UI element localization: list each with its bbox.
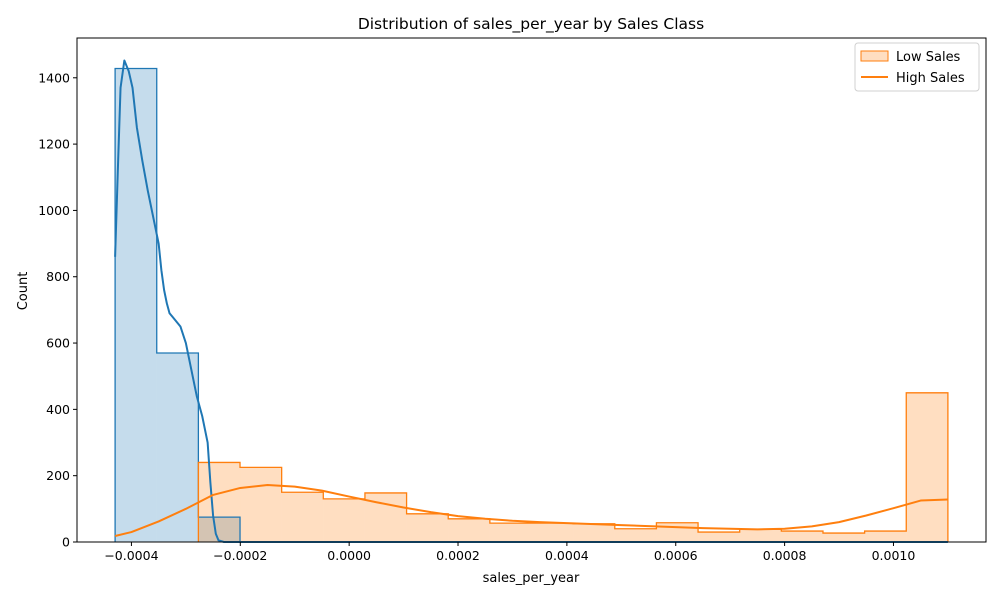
- low-sales-bar-1: [156, 353, 199, 542]
- x-tick-label: 0.0000: [327, 548, 371, 563]
- legend-label-low-sales: Low Sales: [896, 50, 961, 65]
- legend-swatch-low-sales: [860, 50, 889, 62]
- y-tick-label: 1400: [38, 70, 70, 85]
- x-tick-label: 0.0004: [545, 548, 589, 563]
- high-sales-bar-3: [240, 467, 282, 542]
- high-sales-kde-line: [114, 483, 948, 538]
- legend-label-high-sales: High Sales: [896, 71, 965, 86]
- x-axis-title: sales_per_year: [483, 571, 580, 586]
- low-sales-bar-0: [115, 68, 157, 543]
- x-tick-label: −0.0002: [213, 548, 267, 563]
- y-tick-label: 0: [62, 535, 70, 550]
- high-sales-bar-7: [406, 513, 449, 542]
- high-sales-bar-11: [573, 523, 615, 542]
- legend: Low Sales High Sales: [854, 42, 980, 92]
- high-sales-bar-10: [531, 523, 574, 542]
- high-sales-bar-18: [864, 531, 907, 542]
- legend-box: [854, 42, 980, 92]
- low-sales-step-outline: [114, 67, 241, 542]
- y-tick-label: 600: [46, 336, 70, 351]
- x-tick-label: 0.0002: [436, 548, 480, 563]
- y-axis-title: Count: [16, 272, 31, 311]
- x-tick-label: 0.0008: [763, 548, 807, 563]
- high-sales-bar-15: [739, 529, 782, 542]
- y-tick-label: 800: [46, 269, 70, 284]
- high-sales-bar-4: [281, 492, 324, 542]
- high-sales-bar-8: [448, 518, 490, 542]
- x-tick-label: 0.0006: [654, 548, 698, 563]
- high-sales-bar-2: [198, 462, 241, 542]
- high-sales-bar-16: [781, 531, 823, 542]
- x-tick-label: 0.0010: [872, 548, 916, 563]
- y-tick-label: 1000: [38, 203, 70, 218]
- low-sales-kde-line: [114, 59, 948, 543]
- high-sales-bar-14: [698, 532, 740, 542]
- high-sales-bar-5: [323, 498, 365, 542]
- y-tick-label: 200: [46, 468, 70, 483]
- high-sales-bar-12: [614, 528, 657, 542]
- low-sales-bar-2: [198, 517, 241, 542]
- axes: −0.0004 −0.0002 0.0000 0.0002 0.0004 0.0006 0.…: [38, 37, 987, 563]
- high-sales-bar-9: [489, 523, 532, 542]
- chart-title: Distribution of sales_per_year by Sales …: [358, 15, 704, 34]
- high-sales-bar-17: [822, 533, 865, 542]
- axes-frame: [76, 37, 987, 543]
- plot-area: [114, 59, 949, 543]
- y-tick-label: 1200: [38, 137, 70, 152]
- high-sales-bar-19: [906, 392, 948, 542]
- y-tick-label: 400: [46, 402, 70, 417]
- x-tick-label: −0.0004: [104, 548, 158, 563]
